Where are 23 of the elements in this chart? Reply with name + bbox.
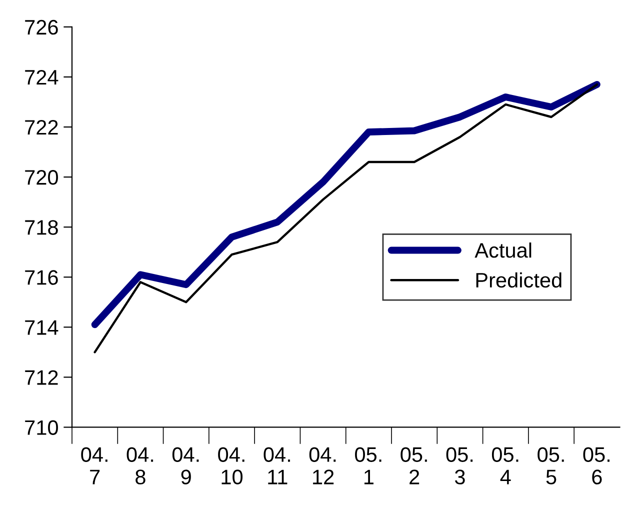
x-tick-label: 05. 3: [446, 447, 473, 484]
x-tick-label: 05. 2: [400, 447, 427, 484]
x-tick-label: 05. 6: [583, 447, 610, 484]
x-tick-label: 04. 12: [309, 447, 336, 484]
y-tick-label: 722: [25, 120, 58, 135]
x-tick-label: 05. 4: [492, 447, 518, 484]
x-tick-label: 04. 7: [81, 447, 108, 484]
x-tick-label: 04. 9: [172, 447, 199, 484]
y-tick-label: 712: [25, 370, 58, 385]
y-tick-label: 726: [25, 20, 58, 35]
y-tick-label: 714: [25, 320, 58, 335]
y-tick-label: 710: [25, 420, 58, 435]
y-tick-label: 716: [25, 270, 58, 285]
y-tick-label: 724: [25, 70, 58, 85]
legend-label: Actual: [474, 242, 532, 258]
y-tick-label: 720: [25, 170, 58, 185]
y-tick-label: 718: [25, 220, 58, 235]
x-tick-label: 04. 10: [218, 447, 244, 484]
x-tick-label: 05. 1: [355, 447, 382, 484]
x-tick-label: 04. 8: [126, 447, 154, 484]
legend-label: Predicted: [476, 272, 562, 288]
x-tick-label: 04. 11: [264, 447, 290, 484]
x-tick-label: 05. 5: [538, 447, 564, 484]
